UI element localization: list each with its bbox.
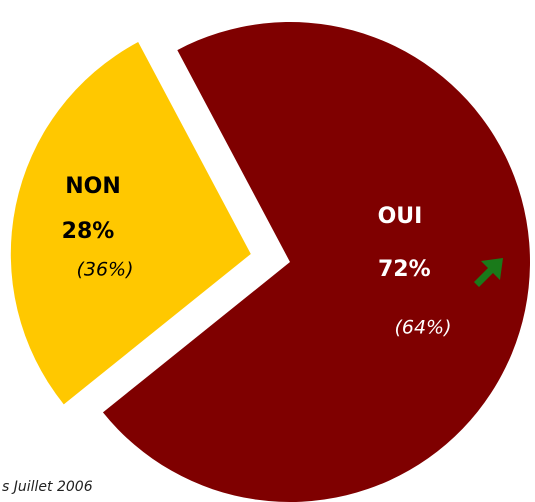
pie-slice (102, 22, 530, 502)
pie-slice (10, 42, 251, 405)
slice-value: 72% (378, 257, 431, 282)
previous-value: (36%) (76, 259, 133, 281)
previous-value: (64%) (394, 317, 451, 339)
trend-arrow (474, 258, 503, 287)
slice-label: NON (65, 174, 121, 199)
footnote: s Juillet 2006 (2, 479, 93, 495)
slice-label: OUI (378, 204, 423, 229)
slice-value: 28% (62, 219, 115, 244)
